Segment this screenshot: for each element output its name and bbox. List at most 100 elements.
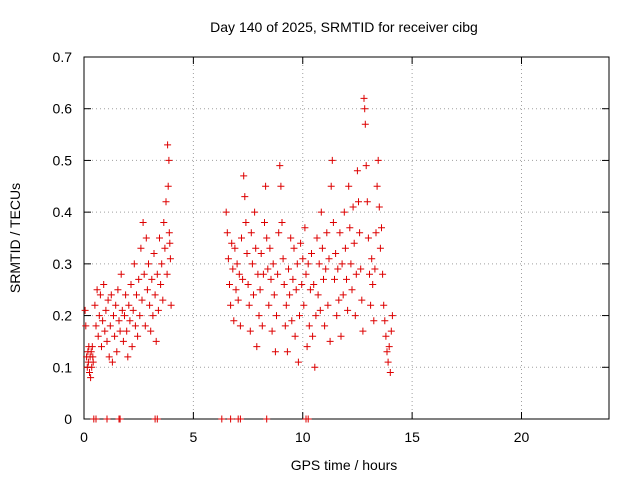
y-axis-label: SRMTID / TECUs [7,183,23,293]
data-point [275,229,283,237]
data-point [229,265,237,273]
data-point [146,301,154,309]
data-point [316,306,324,314]
data-point [232,286,240,294]
data-point [223,229,231,237]
data-point [370,317,378,325]
data-point [123,327,131,335]
data-point [326,337,334,345]
data-point [356,229,364,237]
x-tick-label: 0 [80,429,88,445]
data-point [103,415,111,423]
data-point [145,260,152,268]
data-point [129,306,137,314]
data-point [95,312,103,320]
data-point [104,296,112,304]
data-point [248,260,256,268]
data-point [227,415,235,423]
data-point [113,348,121,356]
data-point [140,270,148,278]
data-point [133,291,140,299]
data-point [325,255,333,263]
data-point [297,239,305,247]
data-point [267,275,275,283]
data-point [134,332,142,340]
data-point [93,286,101,294]
data-point [291,332,299,340]
data-point [160,219,168,226]
data-point [384,358,392,366]
data-point [258,322,266,330]
data-point [135,275,143,283]
data-point [264,265,272,273]
data-point [261,219,268,226]
data-point [115,317,123,325]
data-point [87,374,95,382]
data-point [108,358,116,366]
data-point [139,219,147,226]
data-point [243,250,251,257]
data-point [301,224,309,232]
data-point [274,270,282,278]
data-point [333,312,341,320]
data-point [361,120,369,128]
data-point [283,348,291,356]
data-point [166,255,174,263]
data-point [282,301,290,309]
data-point [273,312,280,320]
data-point [111,332,119,340]
data-point [369,281,377,288]
data-point [285,265,292,273]
data-point [250,291,257,299]
data-point [116,327,124,335]
data-point [317,208,325,216]
data-point [335,296,343,304]
data-point [309,332,317,340]
y-tick-label: 0.6 [53,101,73,117]
data-point [375,203,383,211]
data-point [149,312,157,320]
data-point [372,229,380,237]
chart-title: Day 140 of 2025, SRMTID for receiver cib… [210,19,478,35]
data-point [327,182,335,190]
data-point [358,296,366,304]
data-point [161,244,169,252]
data-point [238,234,245,242]
data-point [263,234,271,242]
data-point [352,270,360,278]
data-point [262,182,270,190]
grid [84,57,609,419]
data-point [350,239,358,247]
data-point [388,312,396,320]
data-point [99,317,107,325]
y-tick-label: 0.1 [53,359,73,375]
data-point [81,306,89,314]
data-point [127,281,135,288]
data-point [101,327,109,335]
data-point [252,244,260,252]
data-point [136,312,144,320]
data-point [98,343,105,351]
data-point [279,255,287,263]
data-point [337,332,345,340]
data-point [226,281,233,288]
data-point [233,260,241,268]
data-point [306,286,314,294]
data-point [128,343,136,351]
data-point [378,224,385,232]
data-point [287,234,295,242]
data-point [322,265,330,273]
data-point [147,327,155,335]
data-point [159,296,167,304]
data-point [328,156,336,164]
data-point [382,332,390,340]
data-points [81,94,396,423]
data-point [247,229,255,237]
data-point [380,301,388,309]
data-point [255,312,263,320]
data-point [137,244,145,252]
data-point [348,286,356,294]
data-point [96,291,104,299]
data-point [231,244,239,252]
data-point [244,281,252,288]
